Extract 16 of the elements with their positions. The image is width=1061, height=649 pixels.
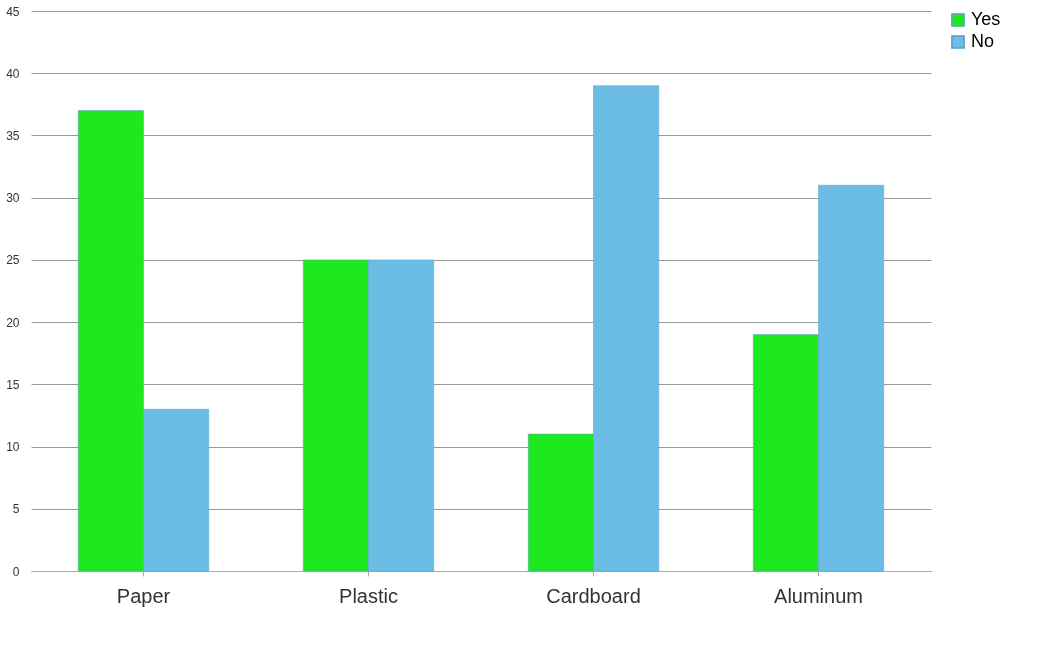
x-tick-label: Paper	[116, 584, 171, 607]
y-tick-label: 0	[12, 564, 20, 579]
y-tick-label: 35	[6, 128, 20, 143]
y-tick-label: 25	[6, 253, 20, 268]
x-tick-label: Cardboard	[546, 584, 641, 607]
y-tick-label: 10	[6, 440, 20, 455]
legend-label: Yes	[971, 9, 1001, 29]
legend-label: No	[971, 31, 995, 51]
y-tick-label: 5	[12, 502, 20, 517]
y-tick-label: 15	[6, 377, 20, 392]
y-tick-label: 20	[6, 315, 20, 330]
y-tick-label: 40	[6, 66, 20, 81]
x-tick-label: Plastic	[339, 584, 398, 607]
x-tick-label: Aluminum	[774, 584, 863, 607]
y-tick-label: 45	[6, 4, 20, 19]
y-tick-label: 30	[6, 191, 20, 206]
